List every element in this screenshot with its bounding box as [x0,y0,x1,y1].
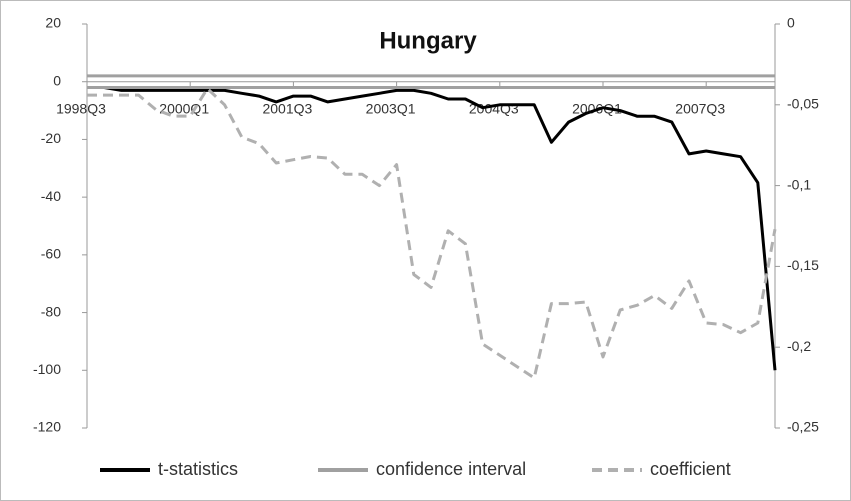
y-tick-label: -20 [41,130,61,146]
y2-tick-label: -0,05 [787,96,819,112]
y2-tick-label: -0,2 [787,338,811,354]
line-series [87,87,777,380]
legend-label: confidence interval [376,459,526,479]
chart-title: Hungary [379,27,477,54]
y2-tick-label: -0,25 [787,419,819,435]
y-tick-label: 20 [45,15,61,31]
line-series [87,86,777,371]
y-tick-label: 0 [53,72,61,88]
legend-label: coefficient [650,459,731,479]
x-tick-label: 2001Q3 [262,100,312,116]
y2-tick-label: -0,1 [787,176,811,192]
x-tick-label: 2003Q1 [366,100,416,116]
y-tick-label: -80 [41,303,61,319]
y-tick-label: -120 [33,419,61,435]
x-tick-label: 2000Q1 [159,100,209,116]
x-tick-label: 2007Q3 [675,100,725,116]
x-tick-label: 2004Q3 [469,100,519,116]
y-tick-label: -60 [41,246,61,262]
legend-label: t-statistics [158,459,238,479]
y2-tick-label: -0,15 [787,257,819,273]
y-tick-label: -100 [33,361,61,377]
y2-tick-label: 0 [787,15,795,31]
x-tick-label: 1998Q3 [56,100,106,116]
y-tick-label: -40 [41,188,61,204]
